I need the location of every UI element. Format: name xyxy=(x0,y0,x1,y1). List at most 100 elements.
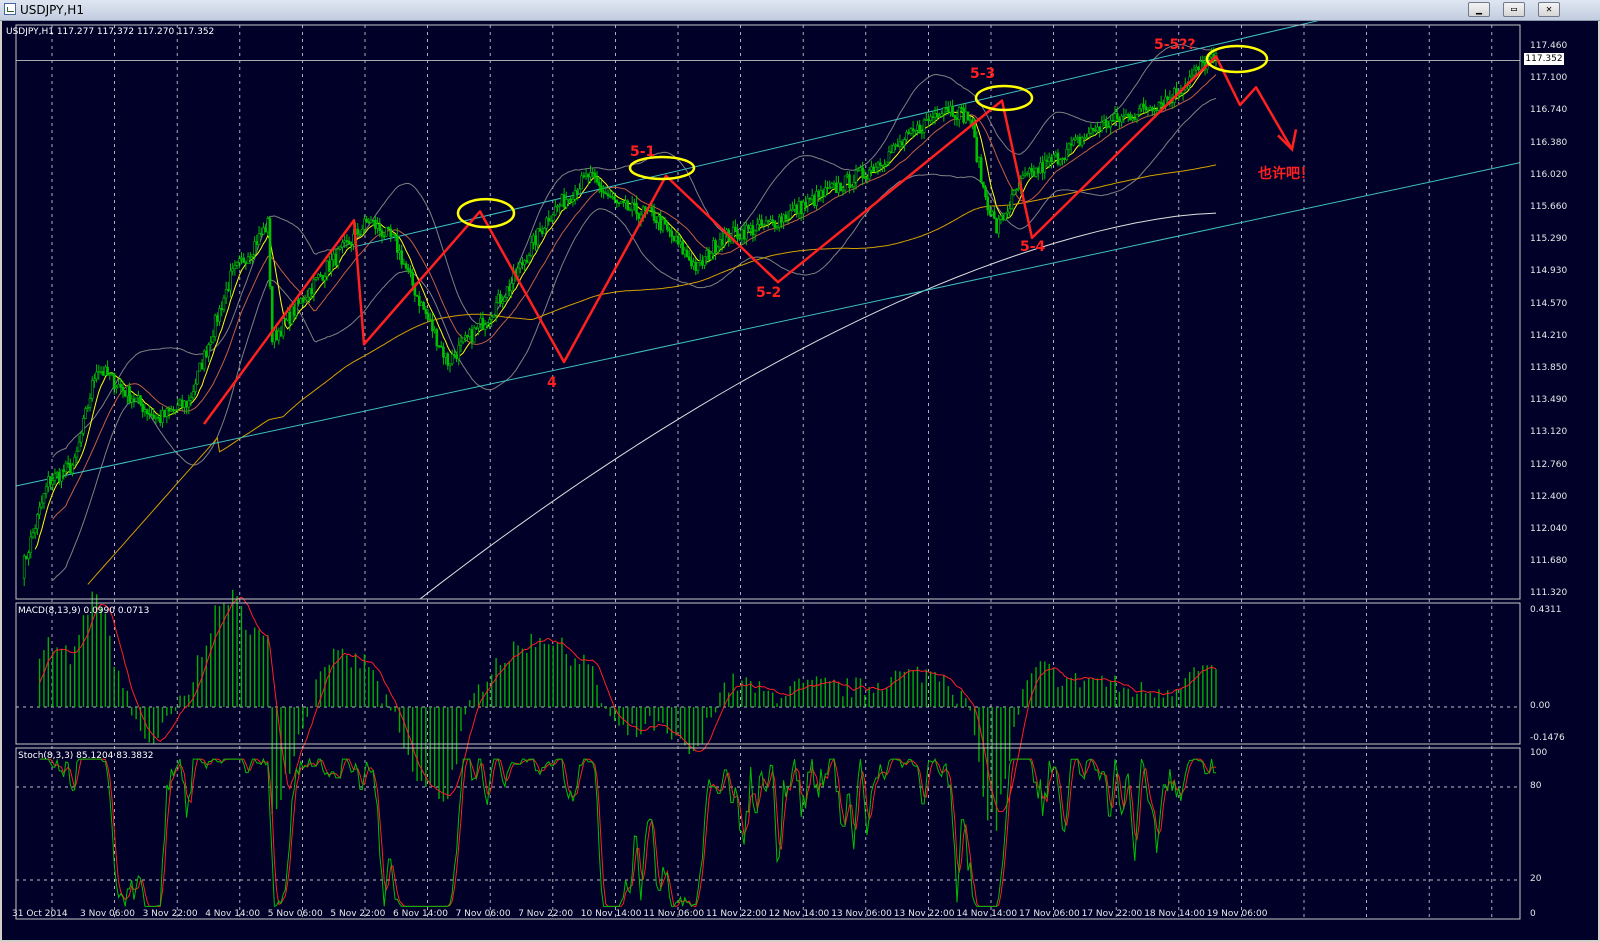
candle-body xyxy=(929,116,932,121)
candle-body xyxy=(990,211,994,215)
candle-body xyxy=(850,186,853,189)
candle-body xyxy=(1137,108,1141,115)
candle-body xyxy=(437,345,441,348)
candle-body xyxy=(569,198,573,202)
candle-body xyxy=(1126,113,1130,116)
candle-body xyxy=(391,234,395,237)
candle-body xyxy=(132,398,136,402)
price-chart-canvas[interactable] xyxy=(2,21,1598,940)
candle-body xyxy=(415,294,419,297)
stoch-tick-label: 0 xyxy=(1530,909,1536,919)
close-button[interactable]: ✕ xyxy=(1538,2,1560,17)
candle-body xyxy=(639,214,643,219)
candle-body xyxy=(887,151,891,163)
candle-body xyxy=(573,190,577,200)
price-tick-label: 116.740 xyxy=(1530,105,1568,116)
candle-body xyxy=(692,261,695,267)
candle-body xyxy=(720,239,724,246)
candle-body xyxy=(545,217,548,229)
candle-body xyxy=(815,191,818,206)
candle-body xyxy=(95,371,98,380)
candle-body xyxy=(586,173,590,178)
candle-body xyxy=(218,308,221,322)
candle-body xyxy=(496,294,500,304)
candle-body xyxy=(233,265,237,269)
time-tick-label: 12 Nov 14:00 xyxy=(768,909,830,919)
time-tick-label: 3 Nov 06:00 xyxy=(80,909,135,919)
candle-body xyxy=(633,202,636,205)
candle-body xyxy=(343,240,346,243)
candle-body xyxy=(560,194,564,206)
time-tick-label: 14 Nov 14:00 xyxy=(956,909,1018,919)
candle-body xyxy=(439,345,443,348)
candle-body xyxy=(499,294,502,304)
chart-area[interactable]: USDJPY,H1 117.277 117.372 117.270 117.35… xyxy=(2,21,1598,940)
candle-body xyxy=(955,117,959,120)
candle-body xyxy=(398,250,401,253)
candle-body xyxy=(139,395,142,405)
candle-body xyxy=(1041,162,1044,173)
candle-body xyxy=(1061,158,1064,160)
candle-body xyxy=(189,397,193,401)
candle-body xyxy=(769,219,772,222)
candle-body xyxy=(832,182,836,185)
candle-body xyxy=(222,297,226,310)
candle-body xyxy=(461,337,465,343)
time-tick-label: 11 Nov 06:00 xyxy=(643,909,705,919)
candle-body xyxy=(275,330,278,341)
candle-body xyxy=(558,204,562,207)
candle-body xyxy=(174,409,177,411)
panel-frame xyxy=(15,602,1521,745)
candle-body xyxy=(630,202,634,211)
candle-body xyxy=(123,390,127,397)
candle-body xyxy=(178,399,182,406)
candle-body xyxy=(892,145,895,153)
candle-body xyxy=(920,132,924,134)
candle-body xyxy=(696,262,700,271)
candle-body xyxy=(826,187,829,189)
candle-body xyxy=(951,105,954,116)
candle-body xyxy=(534,235,537,246)
candle-body xyxy=(36,514,39,529)
candle-body xyxy=(1069,143,1073,146)
time-tick-label: 5 Nov 22:00 xyxy=(330,909,386,919)
minimize-button[interactable]: ▁ xyxy=(1468,2,1490,17)
candle-body xyxy=(525,260,529,263)
candle-body xyxy=(1076,136,1080,139)
candle-body xyxy=(624,200,627,203)
candle-body xyxy=(1098,126,1101,131)
candle-body xyxy=(874,166,878,173)
candle-body xyxy=(582,175,586,178)
candle-body xyxy=(1050,157,1053,162)
restore-button[interactable]: ▭ xyxy=(1503,2,1525,17)
title-bar[interactable]: USDJPY,H1 ▁ ▭ ✕ xyxy=(0,0,1600,21)
candle-body xyxy=(428,318,432,321)
candle-body xyxy=(117,384,120,388)
price-tick-label: 112.400 xyxy=(1530,491,1568,502)
wave-path xyxy=(202,55,1294,425)
candle-body xyxy=(1109,120,1112,128)
candle-body xyxy=(837,182,840,193)
wave-top-circle xyxy=(1205,44,1269,74)
candle-body xyxy=(389,228,393,237)
candle-body xyxy=(1208,56,1211,60)
candle-body xyxy=(1166,96,1170,100)
candle-body xyxy=(227,289,230,291)
candle-body xyxy=(819,190,823,198)
candle-body xyxy=(975,136,979,162)
candle-body xyxy=(488,319,491,324)
candle-body xyxy=(299,298,303,304)
candle-body xyxy=(112,373,116,389)
candle-body xyxy=(716,246,720,253)
candle-body xyxy=(194,383,197,392)
candle-body xyxy=(698,260,702,263)
candle-body xyxy=(1065,148,1069,161)
candle-body xyxy=(845,174,849,177)
candle-body xyxy=(1003,213,1007,221)
candle-body xyxy=(793,204,796,210)
candle-body xyxy=(338,246,342,250)
candle-body xyxy=(180,399,184,408)
candle-body xyxy=(51,480,55,485)
candle-body xyxy=(1104,120,1108,128)
time-tick-label: 17 Nov 06:00 xyxy=(1019,909,1080,919)
